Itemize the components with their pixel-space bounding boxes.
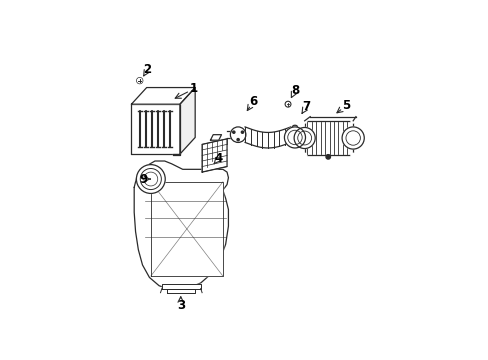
Polygon shape [167,288,195,293]
Text: 7: 7 [302,100,309,113]
Circle shape [302,153,306,158]
Polygon shape [131,104,180,154]
Circle shape [241,131,243,133]
Circle shape [136,165,165,193]
Circle shape [230,127,245,143]
Polygon shape [304,121,352,156]
Circle shape [342,127,364,149]
Circle shape [293,127,315,149]
Circle shape [136,77,143,84]
Circle shape [302,118,306,123]
Text: 1: 1 [189,82,198,95]
Polygon shape [210,135,221,140]
Circle shape [285,102,290,107]
Text: 4: 4 [214,152,223,165]
Text: 9: 9 [139,172,147,185]
Polygon shape [150,182,223,276]
Polygon shape [180,87,195,154]
Circle shape [350,153,355,158]
Circle shape [137,78,142,83]
Polygon shape [134,161,228,290]
Polygon shape [202,139,226,172]
Circle shape [350,118,355,123]
Circle shape [325,155,330,159]
Text: 2: 2 [143,63,151,76]
Text: 5: 5 [342,99,350,112]
Polygon shape [162,284,200,288]
Circle shape [284,127,305,148]
Circle shape [237,139,239,141]
Circle shape [232,131,234,133]
Text: 3: 3 [176,299,184,312]
Text: 6: 6 [249,95,257,108]
Circle shape [286,103,289,106]
Polygon shape [131,87,195,104]
Polygon shape [173,154,180,156]
Text: 8: 8 [290,84,299,97]
